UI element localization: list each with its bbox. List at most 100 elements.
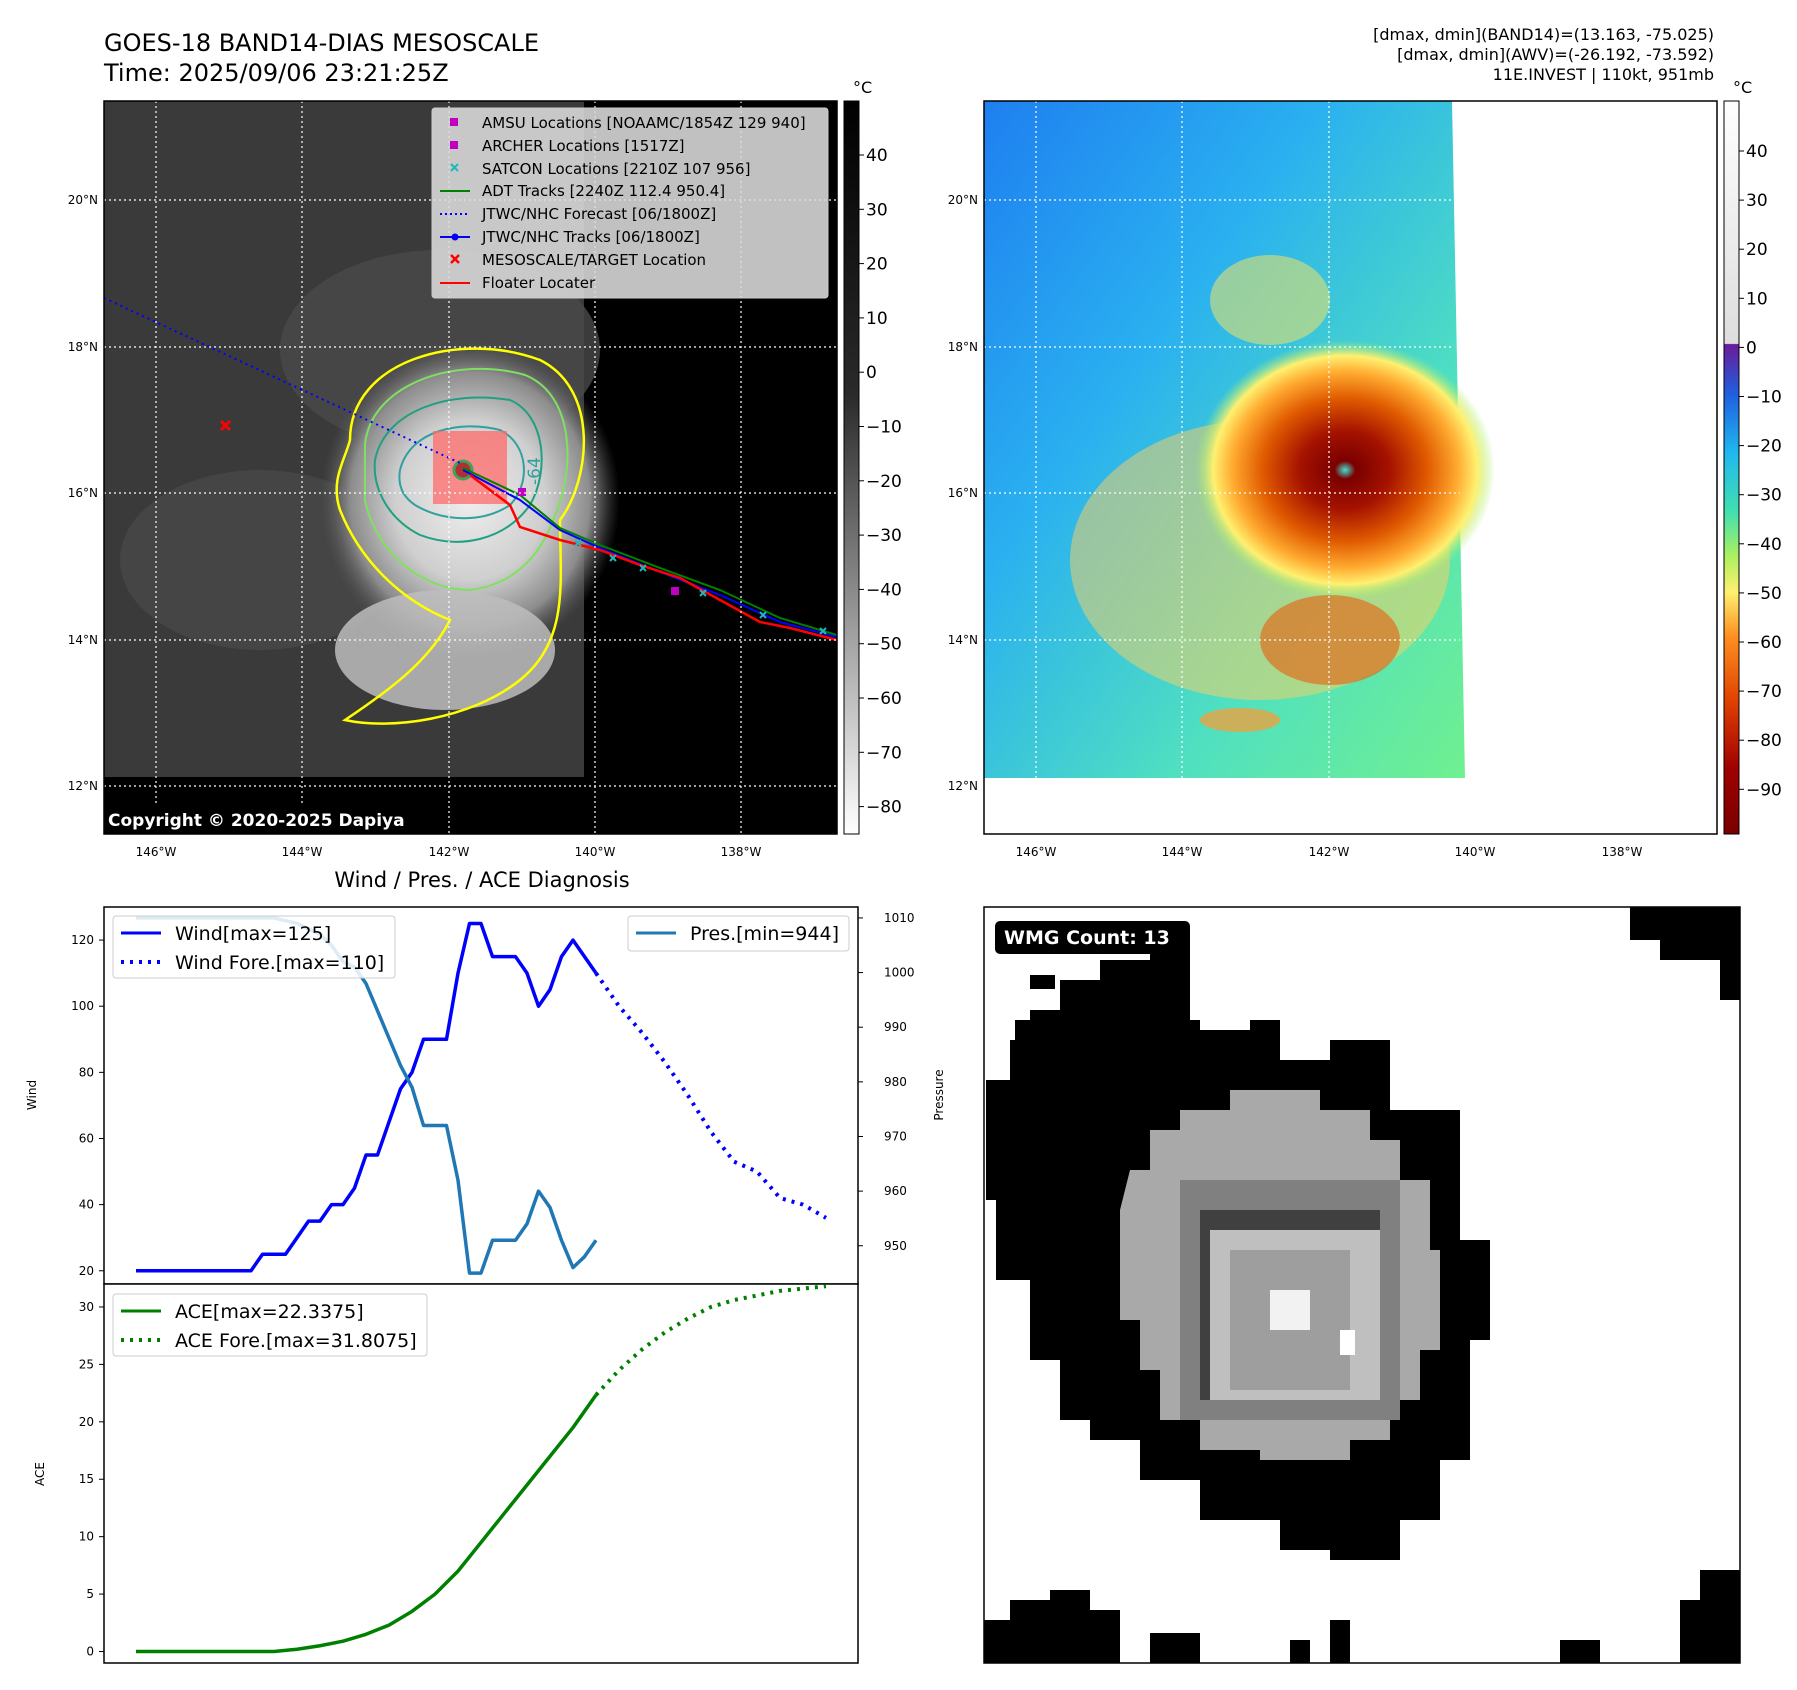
y-tick-label: 40: [79, 1198, 94, 1212]
legend-target-swatch: [450, 254, 460, 264]
awv-band: [1200, 708, 1280, 732]
awv-colorbar-tick-label: −10: [1746, 388, 1782, 408]
legend-floater: Floater Locater: [482, 274, 596, 292]
awv-colorbar-tick-label: −60: [1746, 633, 1782, 653]
wind-axis-label: Wind: [25, 1080, 39, 1110]
wmg-edge-blocks: [1150, 1570, 1740, 1663]
wmg-speck: [1030, 975, 1055, 989]
lon-label: 140°W: [1455, 845, 1496, 859]
awv-colorbar-tick-label: 30: [1746, 191, 1768, 211]
y-right-tick-label: 980: [884, 1075, 907, 1089]
map-frame: [103, 100, 838, 835]
awv-colorbar: [1723, 100, 1740, 835]
lon-label: 144°W: [1162, 845, 1203, 859]
legend-pres: Pres.[min=944]: [690, 923, 839, 945]
legend-tracks-dot: [451, 233, 459, 241]
pressure-axis-label: Pressure: [932, 1069, 946, 1120]
target-location-marker: [219, 419, 232, 432]
awv-colorbar-tick-label: 40: [1746, 142, 1768, 162]
legend-adt: ADT Tracks [2240Z 112.4 950.4]: [482, 182, 725, 200]
map-lon-labels: 146°W 144°W 142°W 140°W 138°W: [136, 845, 762, 859]
ir-colorbar-tick-label: 0: [866, 363, 877, 383]
ir-colorbar-tick-label: 40: [866, 146, 888, 166]
ir-colorbar-tick-label: −30: [866, 526, 902, 546]
contour-teal-inner: [398, 425, 525, 520]
diagnosis-title: Wind / Pres. / ACE Diagnosis: [334, 868, 629, 892]
archer-marker: [671, 587, 679, 595]
y-right-tick-label: 960: [884, 1184, 907, 1198]
wind-legend: Wind[max=125] Wind Fore.[max=110]: [112, 915, 396, 979]
wmg-panel: WMG Count: 13: [983, 906, 1741, 1664]
ir-colorbar-unit: °C: [853, 78, 872, 97]
awv-gridlines: [984, 101, 1460, 778]
awv-frame: [983, 100, 1718, 835]
legend-amsu-swatch: [450, 118, 458, 126]
awv-panel: 20°N 18°N 16°N 14°N 12°N 146°W 144°W 142…: [948, 78, 1782, 859]
contour-teal: [373, 396, 543, 543]
lon-label: 140°W: [575, 845, 616, 859]
y-tick-label: 20: [79, 1415, 94, 1429]
series-line-1: [594, 971, 827, 1220]
ir-colorbar-tick-label: −40: [866, 580, 902, 600]
lon-label: 144°W: [282, 845, 323, 859]
lat-label: 18°N: [948, 340, 978, 354]
lon-label: 146°W: [136, 845, 177, 859]
figure-title: GOES-18 BAND14-DIAS MESOSCALE: [104, 29, 539, 57]
lat-label: 12°N: [948, 779, 978, 793]
ace-plot: 0 5 10 15 20 25 30: [79, 1284, 827, 1659]
awv-band: [1210, 255, 1330, 345]
awv-lat-labels: 20°N 18°N 16°N 14°N 12°N: [948, 193, 978, 793]
y-tick-label: 80: [79, 1065, 94, 1079]
legend-tracks: JTWC/NHC Tracks [06/1800Z]: [481, 228, 700, 246]
series-line-0: [136, 1393, 598, 1654]
legend-wind-fore: Wind Fore.[max=110]: [175, 952, 384, 974]
wmg-eye-pixel: [1340, 1330, 1355, 1355]
figure-time: Time: 2025/09/06 23:21:25Z: [103, 59, 449, 87]
lat-label: 12°N: [68, 779, 98, 793]
copyright-text: Copyright © 2020-2025 Dapiya: [108, 811, 405, 831]
y-tick-label: 120: [71, 933, 94, 947]
ir-colorbar-tick-label: 20: [866, 255, 888, 275]
legend-satcon-swatch: [450, 163, 459, 172]
lon-label: 138°W: [721, 845, 762, 859]
legend-forecast: JTWC/NHC Forecast [06/1800Z]: [481, 205, 716, 223]
y-tick-label: 5: [86, 1587, 94, 1601]
wmg-badge-text: WMG Count: 13: [1004, 927, 1170, 949]
legend-archer: ARCHER Locations [1517Z]: [482, 137, 685, 155]
wmg-speck: [1015, 1020, 1030, 1048]
wmg-eye: [1270, 1290, 1310, 1330]
awv-colorbar-tick-label: −70: [1746, 682, 1782, 702]
wmg-corner-block: [1630, 907, 1740, 1000]
y-right-tick-label: 950: [884, 1239, 907, 1253]
y-right-tick-label: 970: [884, 1129, 907, 1143]
awv-colorbar-tick-label: −40: [1746, 535, 1782, 555]
wmg-corner-block: [984, 1590, 1120, 1663]
awv-colorbar-unit: °C: [1733, 78, 1752, 97]
y-tick-label: 15: [79, 1472, 94, 1486]
y-tick-label: 25: [79, 1357, 94, 1371]
legend-archer-swatch: [450, 141, 458, 149]
lon-label: 146°W: [1016, 845, 1057, 859]
awv-colorbar-tick-label: −50: [1746, 584, 1782, 604]
ir-colorbar-tick-label: −20: [866, 472, 902, 492]
ir-colorbar-tick-label: −10: [866, 418, 902, 438]
awv-colorbar-tick-label: −80: [1746, 731, 1782, 751]
map-lat-labels: 20°N 18°N 16°N 14°N 12°N: [68, 193, 98, 793]
storm-summary: 11E.INVEST | 110kt, 951mb: [1493, 65, 1714, 84]
y-tick-label: 20: [79, 1264, 94, 1278]
lat-label: 20°N: [68, 193, 98, 207]
adt-track-line: [462, 467, 837, 636]
awv-lon-labels: 146°W 144°W 142°W 140°W 138°W: [1016, 845, 1643, 859]
awv-stats: [dmax, dmin](AWV)=(-26.192, -73.592): [1397, 45, 1714, 64]
wmg-frame: [983, 906, 1741, 1664]
y-right-tick-label: 1010: [884, 911, 915, 925]
lon-label: 138°W: [1602, 845, 1643, 859]
map-legend: AMSU Locations [NOAAMC/1854Z 129 940] AR…: [431, 107, 829, 299]
lat-label: 14°N: [68, 633, 98, 647]
lon-label: 142°W: [1309, 845, 1350, 859]
awv-colorbar-tick-label: 20: [1746, 240, 1768, 260]
y-tick-label: 30: [79, 1300, 94, 1314]
awv-colorbar-tick-label: 10: [1746, 289, 1768, 309]
wmg-speck: [1030, 1050, 1040, 1062]
